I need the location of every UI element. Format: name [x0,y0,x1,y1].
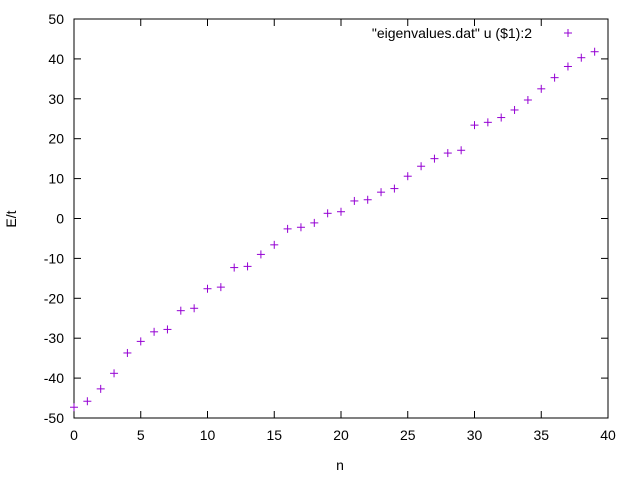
data-point [563,62,572,71]
x-tick-label: 40 [600,427,616,443]
data-point [110,369,119,378]
y-tick-label: 30 [48,91,64,107]
data-point [176,306,185,315]
legend-marker-plus [564,29,572,37]
x-tick-label: 10 [200,427,216,443]
data-point [510,105,519,114]
data-point [470,121,479,130]
x-tick-label: 30 [467,427,483,443]
data-point [230,263,239,272]
data-point [136,337,145,346]
data-point [550,73,559,82]
ticks-group [73,18,609,419]
data-point [96,384,105,393]
data-point [190,304,199,313]
data-point [457,146,466,155]
data-point [350,196,359,205]
data-point [70,403,78,412]
data-point [590,47,599,56]
data-point [497,113,506,122]
x-tick-label: 20 [333,427,349,443]
data-point [337,207,345,216]
y-tick-label: 10 [48,171,64,187]
y-axis-label: E/t [3,210,19,227]
legend-marker [564,29,572,37]
data-point [363,195,372,204]
x-tick-label: 5 [137,427,145,443]
y-tick-label: -20 [44,290,64,306]
x-tick-label: 15 [266,427,282,443]
data-point [163,325,172,334]
data-point [150,327,159,336]
data-point [443,149,452,158]
data-point [123,348,132,357]
data-point [296,223,305,232]
data-point [390,184,399,193]
legend: "eigenvalues.dat" u ($1):2 [372,25,572,41]
y-tick-label: -40 [44,370,64,386]
y-tick-label: 50 [48,11,64,27]
x-tick-labels: 0 5 10 15 20 25 30 35 40 [70,427,616,443]
data-point [483,118,492,127]
data-point [403,172,412,181]
y-tick-label: 20 [48,131,64,147]
data-point [430,154,439,163]
data-point [417,162,426,171]
data-point [270,240,279,249]
data-point [577,53,586,62]
y-tick-label: -30 [44,330,64,346]
plot-frame [73,18,609,419]
x-tick-label: 25 [400,427,416,443]
x-tick-label: 0 [70,427,78,443]
data-point [323,209,332,218]
y-tick-labels: -50 -40 -30 -20 -10 0 10 20 30 40 50 [44,11,64,426]
data-point [523,95,532,104]
data-point [310,218,319,227]
data-point [243,262,252,271]
data-point [537,84,546,93]
x-tick-label: 35 [533,427,549,443]
y-tick-label: 0 [56,211,64,227]
data-point [256,250,265,259]
data-point [216,283,225,292]
y-tick-label: -50 [44,410,64,426]
data-point [203,284,212,293]
data-point [283,224,292,233]
y-tick-label: -10 [44,250,64,266]
y-tick-label: 40 [48,51,64,67]
data-point [377,188,386,197]
data-point [83,397,92,406]
data-points [70,47,599,412]
legend-label: "eigenvalues.dat" u ($1):2 [372,25,532,41]
x-axis-label: n [336,457,344,473]
